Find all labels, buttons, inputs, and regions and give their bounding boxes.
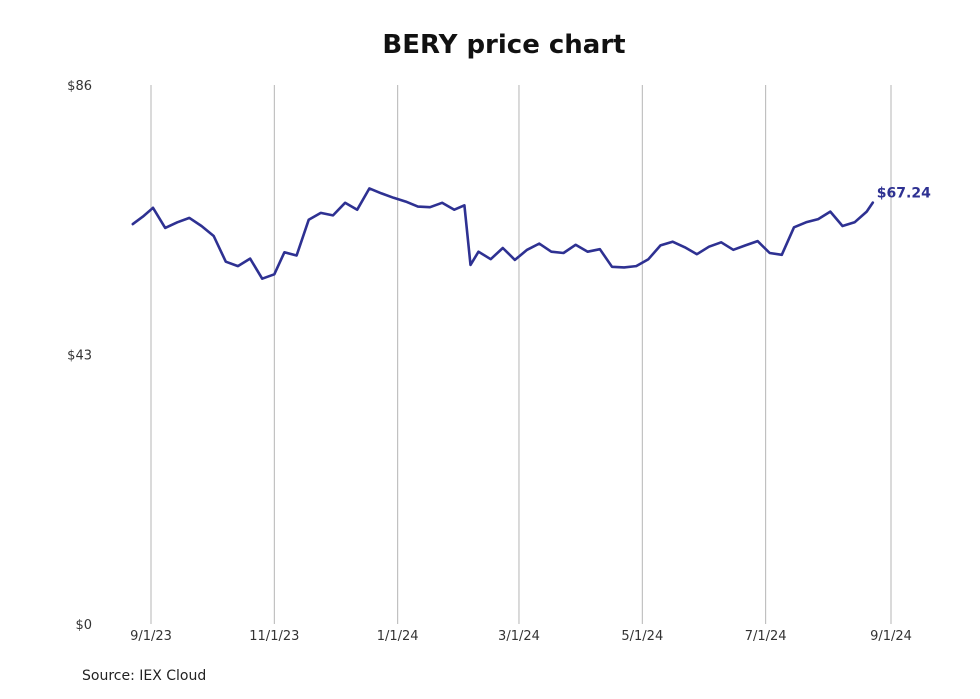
x-tick-label: 9/1/24 (870, 629, 912, 644)
x-tick-label: 1/1/24 (377, 629, 419, 644)
source-note: Source: IEX Cloud (82, 668, 207, 684)
x-tick-label: 11/1/23 (249, 629, 299, 644)
x-tick-label: 9/1/23 (130, 629, 172, 644)
y-axis: $86 $43 $0 (67, 79, 92, 633)
x-axis: 9/1/23 11/1/23 1/1/24 3/1/24 5/1/24 7/1/24 9/1… (130, 629, 912, 644)
y-tick-label: $0 (75, 618, 92, 633)
last-price-label: $67.24 (877, 186, 931, 202)
x-tick-label: 3/1/24 (498, 629, 540, 644)
price-line (131, 187, 875, 280)
series-layer: $67.24 (131, 186, 931, 280)
x-tick-label: 7/1/24 (745, 629, 787, 644)
x-tick-label: 5/1/24 (621, 629, 663, 644)
chart-title: BERY price chart (382, 30, 626, 60)
y-tick-label: $43 (67, 349, 92, 364)
grid-layer (150, 85, 892, 624)
y-tick-label: $86 (67, 79, 92, 94)
